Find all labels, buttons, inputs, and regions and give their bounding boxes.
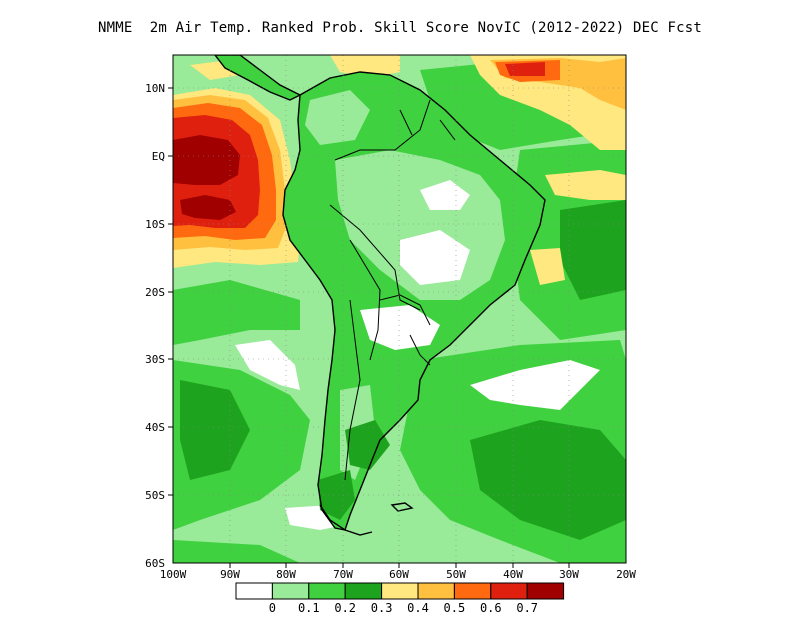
land-patch-darkgreen: [345, 420, 390, 470]
lat-label: 30S: [145, 353, 165, 366]
land-patch-white: [400, 230, 470, 285]
colorbar-swatch: [381, 582, 419, 600]
field-patch-darkred: [173, 135, 240, 185]
colorbar-label: 0.1: [298, 601, 320, 615]
land-patch-white: [360, 305, 440, 350]
colorbar: 0 0.1 0.2 0.3 0.4 0.5 0.6 0.7: [235, 582, 565, 615]
map-title: NMME 2m Air Temp. Ranked Prob. Skill Sco…: [97, 20, 702, 36]
coastline: [214, 55, 546, 536]
field-patch-green: [470, 420, 626, 540]
colorbar-label: 0.7: [516, 601, 538, 615]
central-america-land: [215, 55, 300, 100]
land-patch-darkgreen: [318, 470, 355, 520]
colorbar-swatch: [417, 582, 455, 600]
lat-label: EQ: [152, 150, 165, 163]
lat-label: 20S: [145, 286, 165, 299]
colorbar-label: 0.5: [444, 601, 466, 615]
colorbar-label: 0.2: [334, 601, 356, 615]
field-patch-darkred: [180, 195, 236, 220]
field-patch-yellow: [530, 248, 565, 285]
lat-label: 60S: [145, 557, 165, 570]
land-patch-white: [420, 180, 470, 210]
field-patch-green: [173, 280, 300, 345]
colorbar-swatch: [308, 582, 346, 600]
colorbar-swatch: [271, 582, 310, 600]
colorbar-swatch: [490, 582, 528, 600]
lon-label: 40W: [503, 568, 523, 581]
country-borders: [329, 99, 456, 481]
colorbar-label: 0: [269, 601, 276, 615]
colorbar-swatch: [344, 582, 383, 600]
lon-label: 50W: [446, 568, 466, 581]
lon-label: 60W: [389, 568, 409, 581]
lon-axis: 100W 90W 80W 70W 60W 50W 40W 30W 20W: [160, 563, 636, 581]
lat-axis: 10N EQ 10S 20S 30S 40S 50S 60S: [145, 82, 173, 570]
field-patch-yellow: [545, 170, 626, 200]
colorbar-label: 0.6: [480, 601, 502, 615]
lon-label: 90W: [220, 568, 240, 581]
lat-label: 50S: [145, 489, 165, 502]
lat-label: 40S: [145, 421, 165, 434]
lon-label: 80W: [276, 568, 296, 581]
map-plot-area: [173, 55, 626, 563]
lat-label: 10N: [145, 82, 165, 95]
field-patch-white: [235, 340, 300, 390]
lat-label: 10S: [145, 218, 165, 231]
lon-label: 20W: [616, 568, 636, 581]
field-patch-yellow: [330, 55, 400, 78]
graticule: [173, 55, 626, 563]
field-patch-green: [180, 380, 250, 480]
colorbar-swatch: [235, 582, 273, 600]
lon-label: 100W: [160, 568, 187, 581]
lon-label: 30W: [559, 568, 579, 581]
colorbar-label: 0.3: [371, 601, 393, 615]
field-patch-white: [470, 360, 600, 410]
colorbar-label: 0.4: [407, 601, 429, 615]
colorbar-swatch: [453, 582, 492, 600]
field-patch-green: [173, 540, 300, 563]
field-patch-red: [505, 62, 545, 76]
land-patch-lightgreen: [305, 90, 370, 145]
colorbar-swatch: [526, 582, 565, 600]
lon-label: 70W: [333, 568, 353, 581]
field-patch-green: [560, 200, 626, 300]
